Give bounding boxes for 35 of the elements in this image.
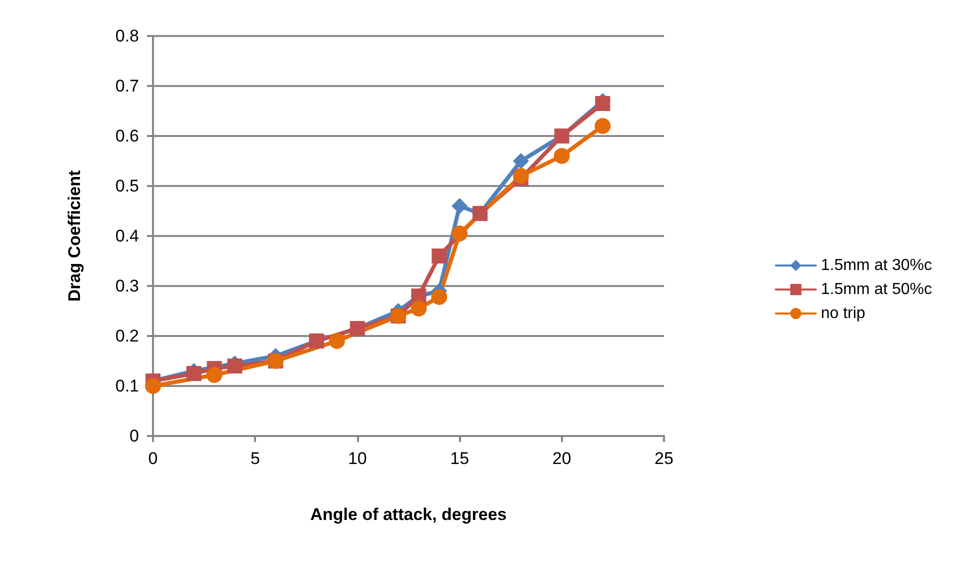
point	[452, 198, 468, 214]
point	[206, 367, 222, 383]
point	[431, 289, 448, 305]
x-tick-label: 15	[450, 449, 470, 468]
x-tick-label: 20	[552, 449, 572, 468]
point	[186, 366, 202, 381]
legend-label: no trip	[820, 305, 866, 322]
point	[410, 300, 427, 316]
y-tick-label: 0.3	[115, 276, 139, 296]
y-tick-label: 0.1	[115, 376, 139, 396]
point	[328, 333, 345, 349]
y-tick-label: 0.4	[115, 226, 139, 246]
y-tick-label: 0.6	[115, 126, 139, 146]
point	[512, 168, 529, 184]
y-tick-label: 0	[130, 426, 139, 446]
x-tick-label: 5	[250, 449, 260, 468]
y-tick-label: 0.8	[115, 26, 139, 46]
x-tick-label: 25	[654, 449, 674, 468]
x-axis-title: Angle of attack, degrees	[310, 505, 507, 524]
point	[432, 248, 447, 264]
x-tick-label: 10	[348, 449, 367, 468]
legend-label: 1.5mm at 30%c	[820, 257, 932, 274]
y-tick-label: 0.7	[115, 76, 139, 96]
y-axis-title: Drag Coefficient	[65, 170, 84, 302]
point	[512, 153, 529, 169]
point	[594, 118, 611, 134]
point	[227, 358, 242, 374]
legend-label: 1.5mm at 50%c	[820, 281, 932, 298]
point	[595, 96, 610, 111]
x-tick-label: 0	[148, 449, 158, 468]
point	[452, 226, 468, 242]
y-tick-label: 0.2	[115, 326, 139, 346]
point	[145, 378, 161, 394]
point	[554, 148, 570, 164]
y-tick-label: 0.5	[115, 176, 139, 196]
